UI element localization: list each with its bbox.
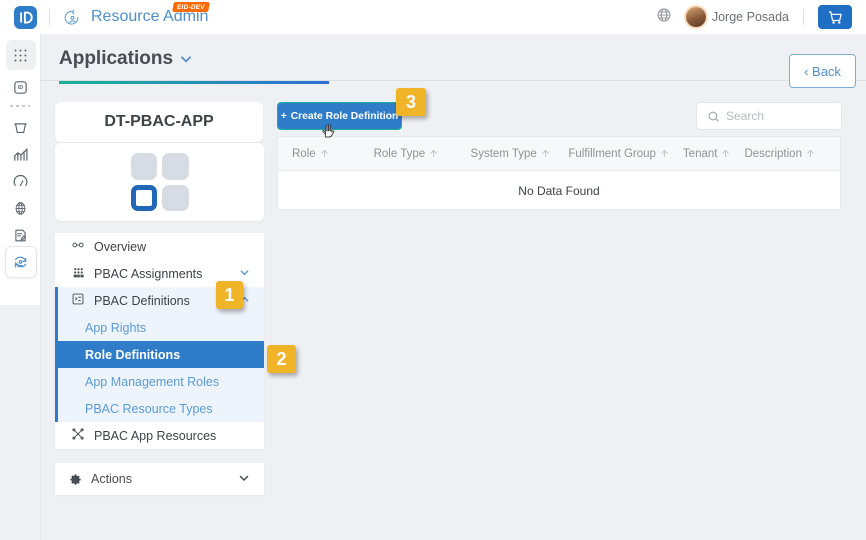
svg-text:ID: ID (18, 85, 23, 91)
